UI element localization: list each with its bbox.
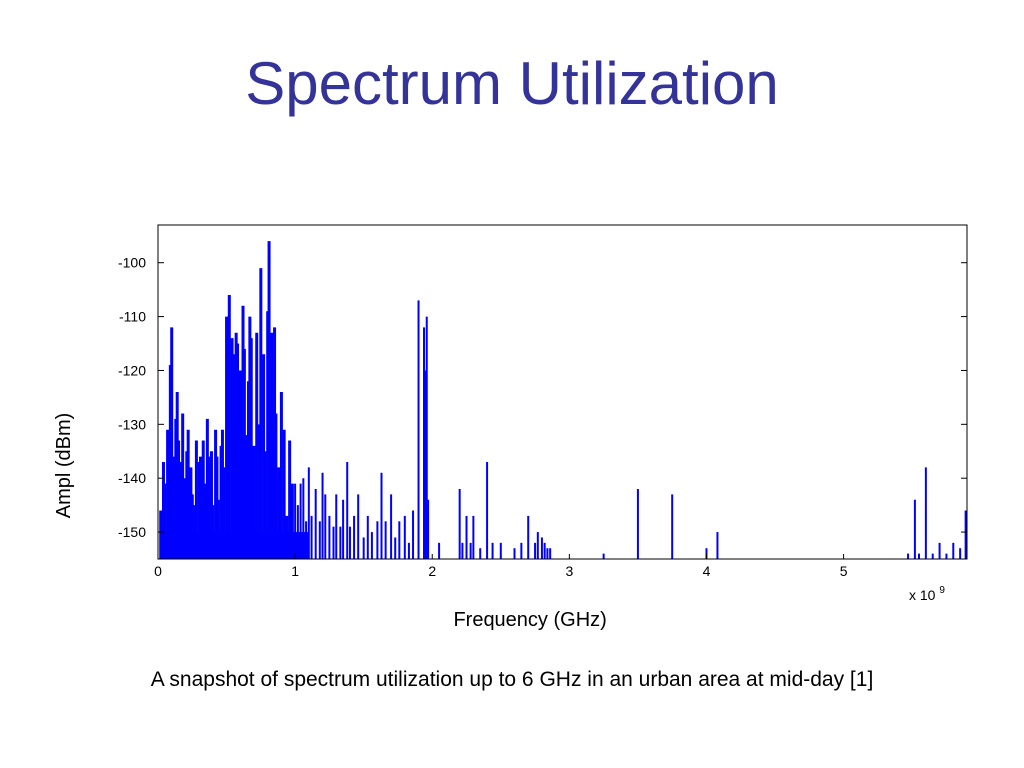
slide-title: Spectrum Utilization bbox=[245, 50, 779, 117]
y-tick-label: -130 bbox=[118, 416, 146, 432]
x-tick-label: 3 bbox=[565, 563, 573, 579]
x-tick-label: 4 bbox=[703, 563, 711, 579]
y-tick-label: -120 bbox=[118, 362, 146, 378]
y-tick-label: -100 bbox=[118, 255, 146, 271]
x-tick-label: 5 bbox=[840, 563, 848, 579]
x-tick-label: 0 bbox=[154, 563, 162, 579]
bars-layer bbox=[159, 241, 967, 559]
x-tick-label: 2 bbox=[428, 563, 436, 579]
x-tick-label: 1 bbox=[291, 563, 299, 579]
noise-floor-fill bbox=[160, 532, 309, 559]
y-tick-label: -150 bbox=[118, 524, 146, 540]
x-axis-label: Frequency (GHz) bbox=[453, 609, 606, 631]
figure-caption: A snapshot of spectrum utilization up to… bbox=[150, 668, 874, 691]
x-axis-exponent-power: 9 bbox=[939, 585, 945, 596]
y-tick-label: -110 bbox=[119, 309, 146, 325]
y-tick-label: -140 bbox=[118, 470, 146, 486]
x-axis-exponent-base: x 10 bbox=[909, 587, 936, 603]
x-ticks: 0 1 2 3 4 5 bbox=[154, 554, 848, 579]
x-axis-exponent: x 10 9 bbox=[909, 585, 945, 603]
plot-frame bbox=[157, 224, 968, 560]
chart-figure: 0 1 2 3 4 5 -150 -140 -130 -120 -110 -100 Ampl (dB… bbox=[50, 216, 968, 648]
y-axis-label: Ampl (dBm) bbox=[53, 413, 75, 519]
spectrum-chart: 0 1 2 3 4 5 -150 -140 -130 -120 -110 -100 Ampl (dB… bbox=[53, 224, 968, 631]
y-ticks: -150 -140 -130 -120 -110 -100 bbox=[118, 255, 967, 540]
